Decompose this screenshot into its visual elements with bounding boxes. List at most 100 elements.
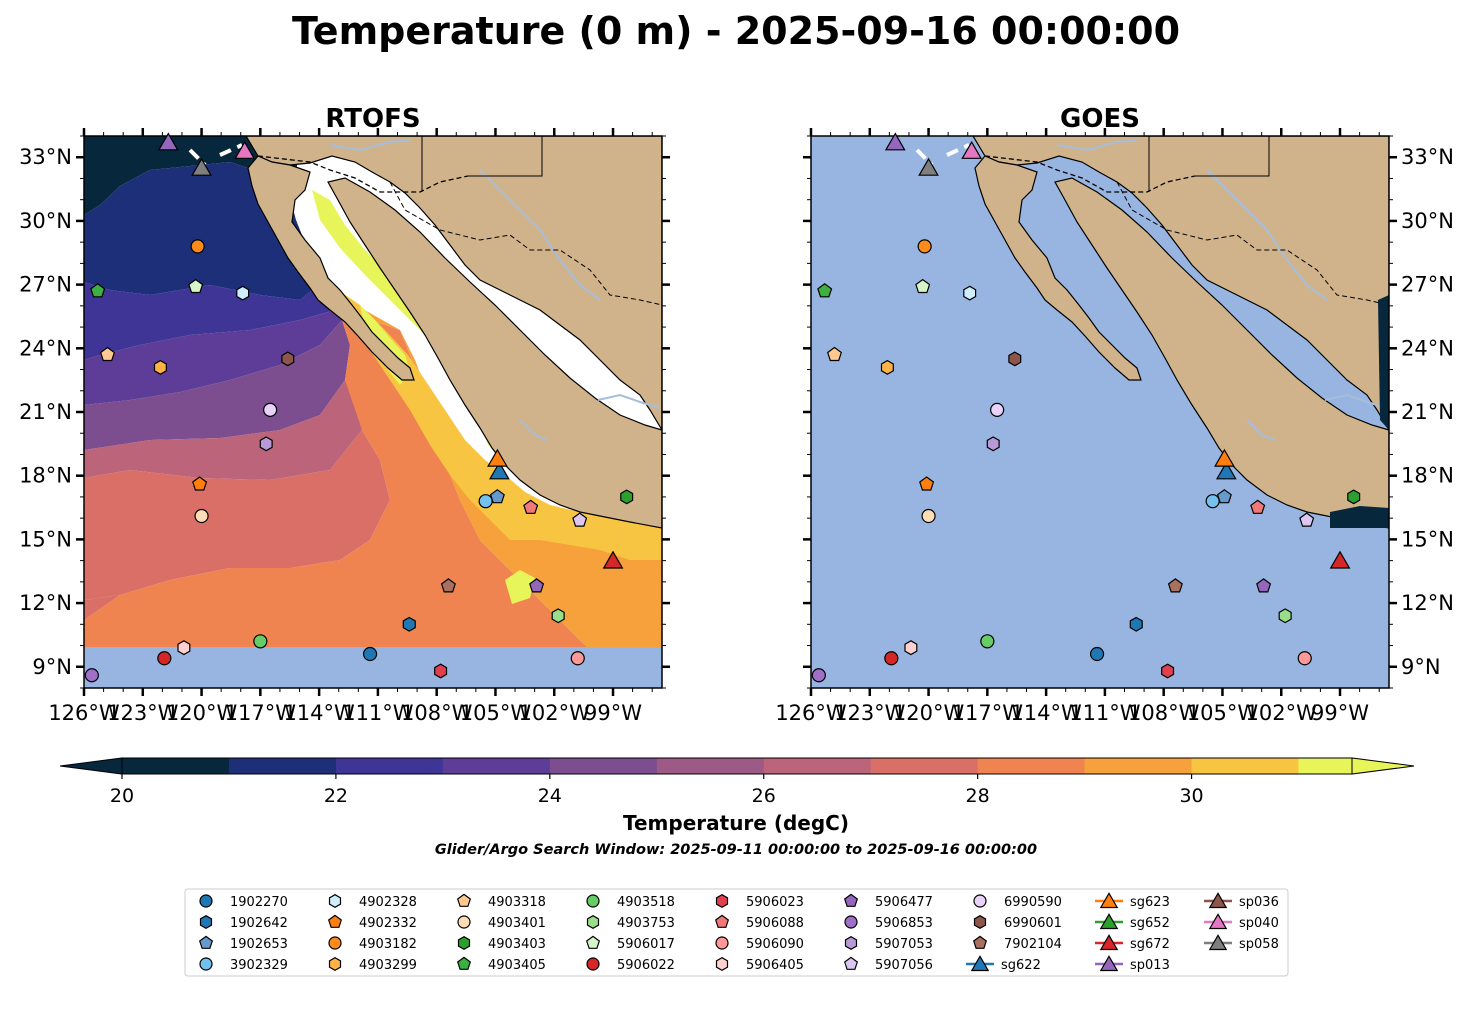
float-marker-4902328 [963, 285, 977, 301]
float-marker-5906405 [177, 640, 191, 656]
goes-axes: 126°W123°W120°W117°W114°W111°W108°W105°W… [775, 128, 1454, 725]
legend-marker [714, 914, 730, 928]
legend-marker [1208, 892, 1228, 909]
legend-label: 3902329 [230, 958, 288, 973]
glider-marker-sp013 [884, 132, 906, 151]
sst-band-28-west [84, 595, 120, 620]
legend-item-sg623: sg623 [1095, 892, 1170, 910]
lon-tick-label: 105°W [460, 701, 532, 725]
lon-tick-label: 123°W [107, 701, 179, 725]
float-marker-4902332 [919, 476, 935, 491]
float-marker-6990590 [263, 402, 278, 417]
glider-marker-sp040 [234, 140, 256, 159]
glider-track-sp058 [915, 143, 970, 167]
legend-marker [1099, 955, 1119, 972]
float-marker-4903318 [826, 346, 843, 362]
goes-sst-patch-east [1378, 295, 1389, 430]
sst-band-26 [84, 380, 362, 480]
legend-marker [715, 894, 729, 908]
colorbar-tick-label: 28 [966, 785, 990, 807]
colorbar-segment-21 [228, 758, 337, 774]
sst-band-23 [84, 310, 342, 405]
float-marker-5907053 [259, 436, 273, 452]
legend-label: 5907056 [875, 958, 933, 973]
colorbar: 20 22 24 26 28 30 [59, 757, 1415, 807]
legend-marker [586, 957, 600, 971]
sst-band-24 [84, 320, 350, 450]
float-marker-4903299 [880, 359, 894, 375]
float-marker-4903182 [917, 239, 932, 254]
legend-label: sg622 [1001, 958, 1041, 973]
float-marker-1902653 [489, 489, 505, 504]
goes-sst-patch [1330, 506, 1389, 528]
legend-label: sp013 [1130, 958, 1170, 973]
sst-band-27 [84, 430, 390, 600]
legend-item-sg622: sg622 [966, 955, 1041, 973]
lon-tick-label: 99°W [584, 701, 642, 725]
legend-item-4903318: 4903318 [456, 893, 546, 910]
legend-item-5906023: 5906023 [715, 894, 804, 910]
legend-item-5906405: 5906405 [715, 957, 804, 973]
colorbar-segment-25 [656, 758, 765, 774]
glider-track-sp058 [188, 143, 243, 167]
float-marker-5906477 [1256, 578, 1272, 593]
legend-marker [328, 894, 342, 908]
float-marker-4903318 [99, 346, 116, 362]
legend-item-6990601: 6990601 [973, 915, 1062, 931]
colorbar-segment-30 [1191, 758, 1300, 774]
legend-label: sp058 [1239, 937, 1279, 952]
figure-title: Temperature (0 m) - 2025-09-16 00:00:00 [292, 9, 1180, 53]
float-marker-1902270 [362, 646, 378, 662]
float-marker-7902104 [1167, 578, 1183, 593]
colorbar-tick-label: 20 [110, 785, 134, 807]
legend-marker [844, 915, 858, 929]
lon-tick-label: 117°W [952, 701, 1024, 725]
float-marker-6990601 [1008, 351, 1022, 367]
panel-title-goes: GOES [1060, 104, 1140, 134]
legend-label: 4903182 [359, 937, 417, 952]
legend-item-5907053: 5907053 [844, 936, 933, 952]
legend-marker [198, 935, 214, 949]
float-marker-3902329 [478, 494, 493, 509]
lon-tick-label: 120°W [166, 701, 238, 725]
lon-tick-label: 114°W [1010, 701, 1082, 725]
legend-item-4903403: 4903403 [457, 936, 546, 952]
river-3 [519, 419, 549, 441]
float-marker-4903401 [921, 508, 936, 524]
float-marker-6990601 [281, 351, 295, 367]
river-4 [597, 393, 661, 409]
legend-label: sg652 [1130, 916, 1170, 931]
lat-tick-label: 21°N [1401, 400, 1454, 424]
float-marker-4903182 [190, 239, 205, 254]
colorbar-label: Temperature (degC) [623, 811, 849, 835]
lat-tick-label: 24°N [19, 336, 72, 360]
lon-tick-label: 108°W [1128, 701, 1200, 725]
float-marker-7902104 [440, 578, 456, 593]
float-marker-6990590 [990, 402, 1005, 417]
float-marker-5907053 [986, 436, 1000, 452]
colorbar-segment-26 [763, 758, 872, 774]
legend-marker [843, 956, 859, 970]
lon-tick-label: 111°W [1069, 701, 1141, 725]
legend-marker [972, 935, 988, 949]
float-marker-5906022 [157, 651, 172, 666]
goes-map: 126°W123°W120°W117°W114°W111°W108°W105°W… [775, 128, 1454, 725]
legend-marker [973, 915, 987, 929]
float-marker-4903518 [253, 634, 268, 649]
land-south-mainland [1054, 177, 1389, 529]
legend-marker [585, 935, 601, 949]
float-marker-4902328 [236, 285, 250, 301]
float-marker-5906017 [188, 278, 204, 294]
float-marker-4903403 [620, 489, 634, 505]
rtofs-map: 126°W123°W120°W117°W114°W111°W108°W105°W… [19, 128, 670, 725]
legend-item-4902332: 4902332 [327, 914, 417, 931]
legend-marker [457, 915, 471, 929]
legend-label: 5906405 [746, 958, 804, 973]
lat-tick-label: 18°N [19, 464, 72, 488]
float-marker-4903401 [194, 508, 209, 524]
rtofs-markers [84, 132, 634, 683]
lat-tick-label: 18°N [1401, 464, 1454, 488]
legend-label: 4903518 [617, 895, 675, 910]
glider-marker-sg622 [488, 461, 510, 480]
legend-label: sp036 [1239, 895, 1279, 910]
